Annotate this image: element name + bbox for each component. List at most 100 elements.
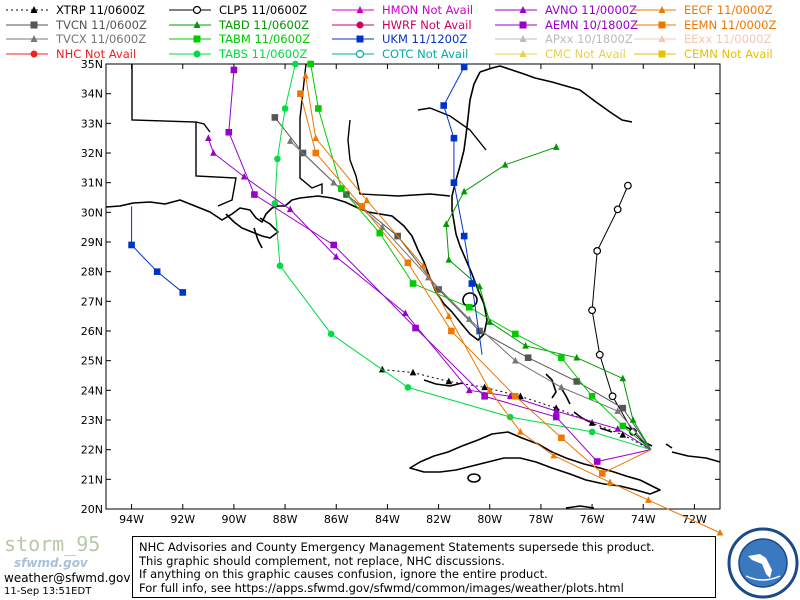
track-point-clp5 [624, 181, 632, 190]
lon-tick-label: 80W [477, 513, 502, 526]
sfwmd-logo-icon [727, 527, 799, 599]
track-point-tabs [404, 384, 412, 391]
track-point-tvcx [330, 178, 337, 186]
lon-tick-label: 94W [119, 513, 144, 526]
track-point-eecf [606, 478, 614, 486]
track-eemn [297, 90, 652, 477]
track-line-tabs [274, 63, 652, 451]
track-point-tabd [522, 342, 529, 349]
legend-marker-tabs [193, 50, 201, 57]
track-point-eemn [404, 259, 412, 267]
legend-marker-tabd [193, 20, 201, 28]
disclaimer-line-4[interactable]: For full info, see https://apps.sfwmd.go… [139, 580, 624, 595]
track-aemn [225, 66, 652, 465]
track-line-clp5 [591, 185, 652, 451]
lat-tick-label: 33N [81, 117, 103, 130]
track-point-clp5 [588, 306, 596, 315]
track-line-ukm [131, 206, 184, 293]
legend-marker-tvcn [30, 21, 38, 28]
track-point-clp5 [593, 246, 602, 255]
track-point-eemn [558, 434, 565, 442]
track-point-tvcx [379, 223, 386, 230]
track-point-ukm [153, 268, 161, 275]
track-point-avno [205, 134, 212, 141]
legend-label: AVNO 11/0000Z [545, 3, 637, 17]
track-point-aemn [552, 413, 560, 421]
track-point-avno [506, 392, 514, 400]
track-point-eecf [363, 196, 371, 204]
watermark: storm_95 [4, 532, 101, 556]
track-point-aemn [251, 191, 258, 198]
track-point-aemn [593, 458, 601, 465]
legend-marker-hwrf [356, 21, 364, 28]
track-point-tabd [629, 416, 637, 423]
track-point-tvcn [271, 114, 279, 121]
lat-tick-label: 21N [81, 473, 103, 486]
track-point-tvcx [512, 356, 519, 364]
legend-label: NHC Not Avail [56, 46, 137, 61]
track-point-avno [614, 425, 621, 432]
track-point-eecf [419, 261, 427, 269]
track-point-eecf [312, 134, 320, 141]
lon-tick-label: 78W [528, 513, 553, 526]
watermark-sub: sfwmd.gov [14, 556, 88, 570]
track-point-xtrp [517, 392, 524, 400]
track-point-eemn [312, 149, 320, 157]
legend-marker-cmc [519, 49, 527, 57]
disclaimer-box: NHC Advisories and County Emergency Mana… [132, 536, 716, 598]
track-point-avno [332, 253, 340, 260]
track-point-ukm [460, 63, 468, 71]
legend-label: AEMN 10/1800Z [545, 17, 638, 32]
legend-label: CMC Not Avail [545, 46, 626, 61]
track-point-tvcn [619, 404, 627, 412]
contact-email[interactable]: weather@sfwmd.gov [4, 571, 131, 585]
disclaimer-line-3: If anything on this graphic causes confu… [139, 567, 548, 581]
track-point-eemn [599, 470, 606, 477]
track-point-ukm [179, 289, 187, 296]
track-point-avno [402, 309, 409, 316]
track-eecf [302, 72, 724, 536]
track-point-tabm [465, 303, 473, 311]
track-point-avno [240, 172, 248, 180]
legend-label: UKM 11/1200Z [382, 32, 468, 46]
lat-tick-label: 30N [81, 206, 103, 219]
track-point-tabd [460, 187, 468, 195]
track-point-aemn [225, 128, 233, 136]
track-point-ukm [450, 134, 458, 142]
lat-tick-label: 25N [81, 355, 103, 368]
legend-label: TVCN 11/0600Z [56, 17, 147, 32]
track-point-eemn [448, 327, 455, 335]
track-point-eemn [297, 90, 304, 97]
track-avno [205, 134, 652, 451]
track-point-tabm [558, 354, 565, 361]
track-point-tabs [588, 428, 596, 436]
lon-tick-label: 92W [170, 513, 195, 526]
track-ukm [440, 63, 483, 355]
track-point-avno [286, 205, 294, 213]
legend-marker-eemn [658, 21, 666, 28]
track-point-tabs [276, 262, 284, 270]
track-point-ukm [440, 102, 447, 109]
legend-marker-eecf [658, 6, 666, 13]
legend-label: TVCX 11/0600Z [56, 32, 147, 46]
legend-label: TABD 11/0600Z [219, 17, 310, 32]
legend-label: HMON Not Avail [382, 3, 474, 17]
state-borders [131, 63, 487, 207]
legend-label: EExx 11/0000Z [684, 32, 772, 46]
lat-tick-label: 20N [81, 503, 103, 516]
track-point-tabm [409, 280, 417, 287]
lat-tick-label: 34N [81, 88, 103, 101]
track-point-xtrp [619, 431, 627, 438]
track-point-ukm [128, 241, 135, 249]
timestamp: 11-Sep 13:51EDT [4, 586, 92, 597]
track-point-ukm [468, 280, 476, 287]
axis-tick-labels: 35N 34N 33N 32N 31N 30N 29N 28N 27N 26N 25N 24N 23N 2… [81, 58, 707, 526]
lon-tick-label: 90W [221, 513, 246, 526]
track-point-tabs [271, 200, 279, 207]
track-point-eecf [302, 72, 309, 79]
track-point-tvcn [573, 378, 581, 385]
lat-tick-label: 29N [81, 236, 103, 249]
legend-label: HWRF Not Avail [382, 17, 472, 32]
track-point-eecf [550, 451, 558, 459]
track-point-tabd [476, 282, 483, 290]
